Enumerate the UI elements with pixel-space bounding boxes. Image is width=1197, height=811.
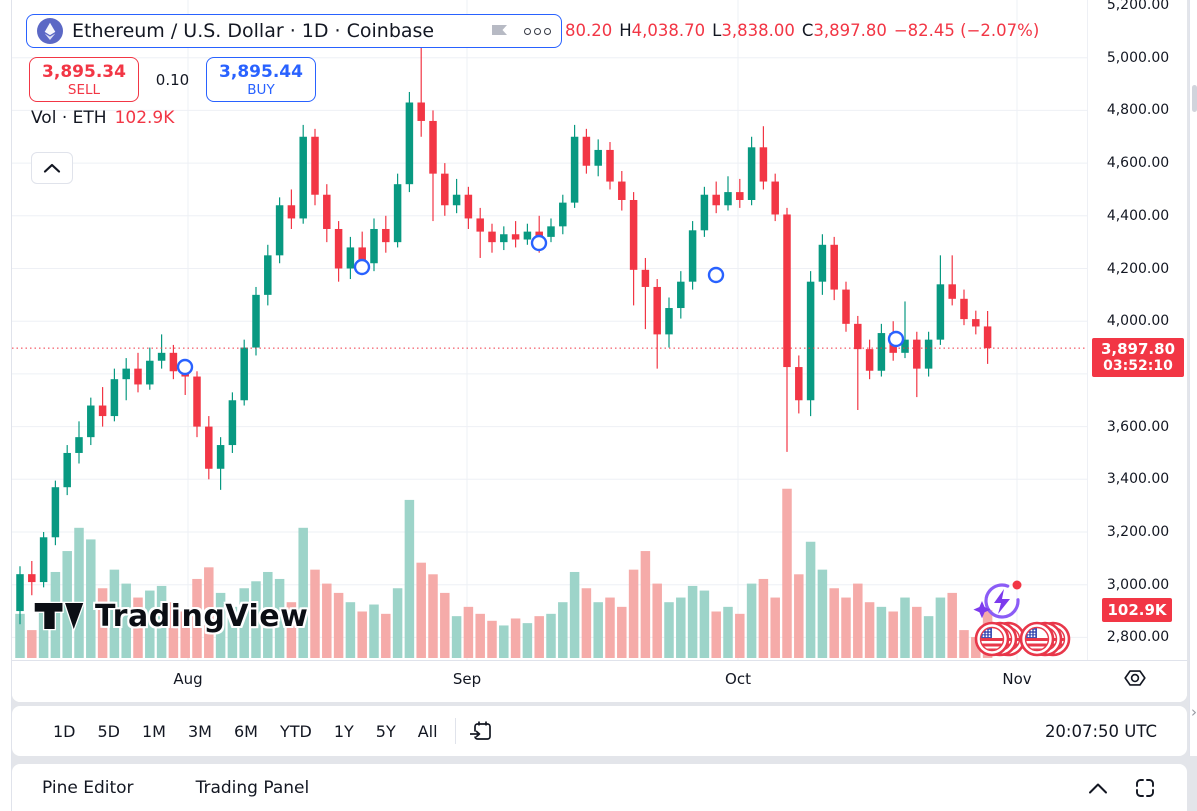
price-axis-label: 4,200.00 bbox=[1106, 260, 1170, 277]
ohlc-letter: L bbox=[712, 21, 722, 40]
time-axis-month-label: Sep bbox=[452, 670, 482, 688]
volume-value-tag: 102.9K bbox=[1102, 598, 1172, 623]
drawing-toolbar-strip[interactable] bbox=[0, 0, 12, 811]
usd-coins-icon bbox=[976, 623, 1069, 655]
chart-event-icons[interactable] bbox=[946, 565, 1071, 660]
price-axis-label: 3,600.00 bbox=[1106, 418, 1170, 435]
axis-settings-gear-icon[interactable] bbox=[1123, 666, 1147, 690]
last-price: 3,897.80 bbox=[1100, 339, 1176, 358]
more-options-icon[interactable] bbox=[524, 27, 551, 35]
expand-panel-chevron-icon[interactable] bbox=[1087, 781, 1109, 795]
sell-button[interactable]: 3,895.34 SELL bbox=[29, 57, 139, 102]
volume-legend-label: Vol · ETH bbox=[31, 108, 107, 128]
last-price-tag[interactable]: 3,897.80 03:52:10 bbox=[1092, 337, 1184, 377]
open-watchlist-chevron-icon[interactable]: › bbox=[1191, 703, 1197, 721]
symbol-title: Ethereum / U.S. Dollar · 1D · Coinbase bbox=[72, 20, 435, 42]
tradingview-watermark: TradingView bbox=[33, 598, 308, 634]
price-axis-label: 4,000.00 bbox=[1106, 313, 1170, 330]
ohlc-value: 3,897.80 bbox=[813, 21, 887, 40]
range-buttons: 1D 5D 1M 3M 6M YTD 1Y 5Y All bbox=[42, 717, 449, 746]
price-axis-label: 5,200.00 bbox=[1106, 0, 1170, 14]
range-button-5d[interactable]: 5D bbox=[97, 721, 121, 741]
range-button-5y[interactable]: 5Y bbox=[375, 721, 396, 741]
ohlc-letter: C bbox=[801, 21, 814, 40]
range-button-1y[interactable]: 1Y bbox=[333, 721, 354, 741]
price-axis-label: 3,200.00 bbox=[1106, 524, 1170, 540]
range-button-ytd[interactable]: YTD bbox=[279, 721, 312, 741]
chart-panel: 3,897.80 03:52:10 102.9K 5,200.00 5,000.0… bbox=[12, 0, 1187, 702]
buy-label: BUY bbox=[247, 82, 275, 98]
range-button-6m[interactable]: 6M bbox=[233, 721, 258, 741]
price-axis-label: 3,400.00 bbox=[1106, 471, 1170, 488]
price-axis-label: 4,800.00 bbox=[1106, 102, 1170, 119]
symbol-search-box[interactable]: Ethereum / U.S. Dollar · 1D · Coinbase bbox=[26, 14, 562, 48]
go-to-date-icon[interactable] bbox=[468, 718, 494, 744]
price-axis-label: 3,000.00 bbox=[1106, 576, 1170, 593]
ohlc-letter: H bbox=[619, 21, 632, 40]
range-button-all[interactable]: All bbox=[417, 721, 438, 741]
ohlc-value: −82.45 (−2.07%) bbox=[893, 21, 1040, 40]
candlestick-chart[interactable] bbox=[12, 0, 1087, 660]
ohlc-readout: 80.20 H4,038.70 L3,838.00 C3,897.80 −82.45 (… bbox=[565, 21, 1039, 40]
tradingview-logo-icon bbox=[33, 601, 85, 633]
pine-editor-button[interactable]: Pine Editor bbox=[42, 777, 134, 798]
scrollbar-thumb[interactable] bbox=[1191, 85, 1197, 112]
time-axis-month-label: Oct bbox=[725, 670, 751, 688]
ohlc-value: 4,038.70 bbox=[631, 21, 706, 40]
range-button-3m[interactable]: 3M bbox=[187, 721, 212, 741]
session-clock[interactable]: 20:07:50 UTC bbox=[1044, 721, 1157, 741]
sell-price: 3,895.34 bbox=[42, 62, 126, 82]
price-axis-label: 4,400.00 bbox=[1106, 207, 1170, 224]
price-axis-label: 4,600.00 bbox=[1106, 155, 1170, 172]
ohlc-value: 3,838.00 bbox=[721, 21, 795, 40]
watermark-text: TradingView bbox=[95, 598, 309, 634]
flag-icon[interactable] bbox=[490, 22, 510, 40]
spread-value: 0.10 bbox=[155, 70, 190, 89]
trading-panel-button[interactable]: Trading Panel bbox=[195, 777, 310, 798]
chevron-up-icon bbox=[43, 163, 61, 173]
bottom-bar: Pine Editor Trading Panel bbox=[12, 764, 1187, 811]
price-axis-label: 2,800.00 bbox=[1106, 629, 1170, 646]
toolbar-divider bbox=[454, 718, 456, 744]
time-axis[interactable]: Aug Sep Oct Nov bbox=[12, 660, 1187, 702]
price-axis-label: 5,000.00 bbox=[1106, 49, 1170, 66]
time-axis-month-label: Aug bbox=[173, 670, 203, 688]
price-axis[interactable]: 3,897.80 03:52:10 102.9K 5,200.00 5,000.0… bbox=[1087, 0, 1187, 660]
fullscreen-icon[interactable] bbox=[1133, 776, 1157, 800]
range-toolbar: 1D 5D 1M 3M 6M YTD 1Y 5Y All 20:07:50 UTC bbox=[12, 706, 1187, 756]
pane-collapse-button[interactable] bbox=[31, 152, 73, 184]
time-axis-month-label: Nov bbox=[1002, 670, 1032, 688]
volume-legend-value[interactable]: 102.9K bbox=[114, 108, 175, 128]
event-lightning-icon bbox=[973, 580, 1022, 619]
right-panel-strip: › bbox=[1189, 0, 1197, 756]
ethereum-logo-icon bbox=[37, 18, 63, 44]
range-button-1m[interactable]: 1M bbox=[142, 721, 166, 741]
range-button-1d[interactable]: 1D bbox=[53, 721, 76, 741]
sell-label: SELL bbox=[67, 82, 101, 98]
bar-countdown: 03:52:10 bbox=[1103, 357, 1173, 374]
buy-button[interactable]: 3,895.44 BUY bbox=[206, 57, 316, 102]
volume-legend: Vol · ETH 102.9K bbox=[31, 108, 174, 128]
ohlc-value: 80.20 bbox=[565, 21, 613, 40]
buy-price: 3,895.44 bbox=[219, 62, 303, 82]
